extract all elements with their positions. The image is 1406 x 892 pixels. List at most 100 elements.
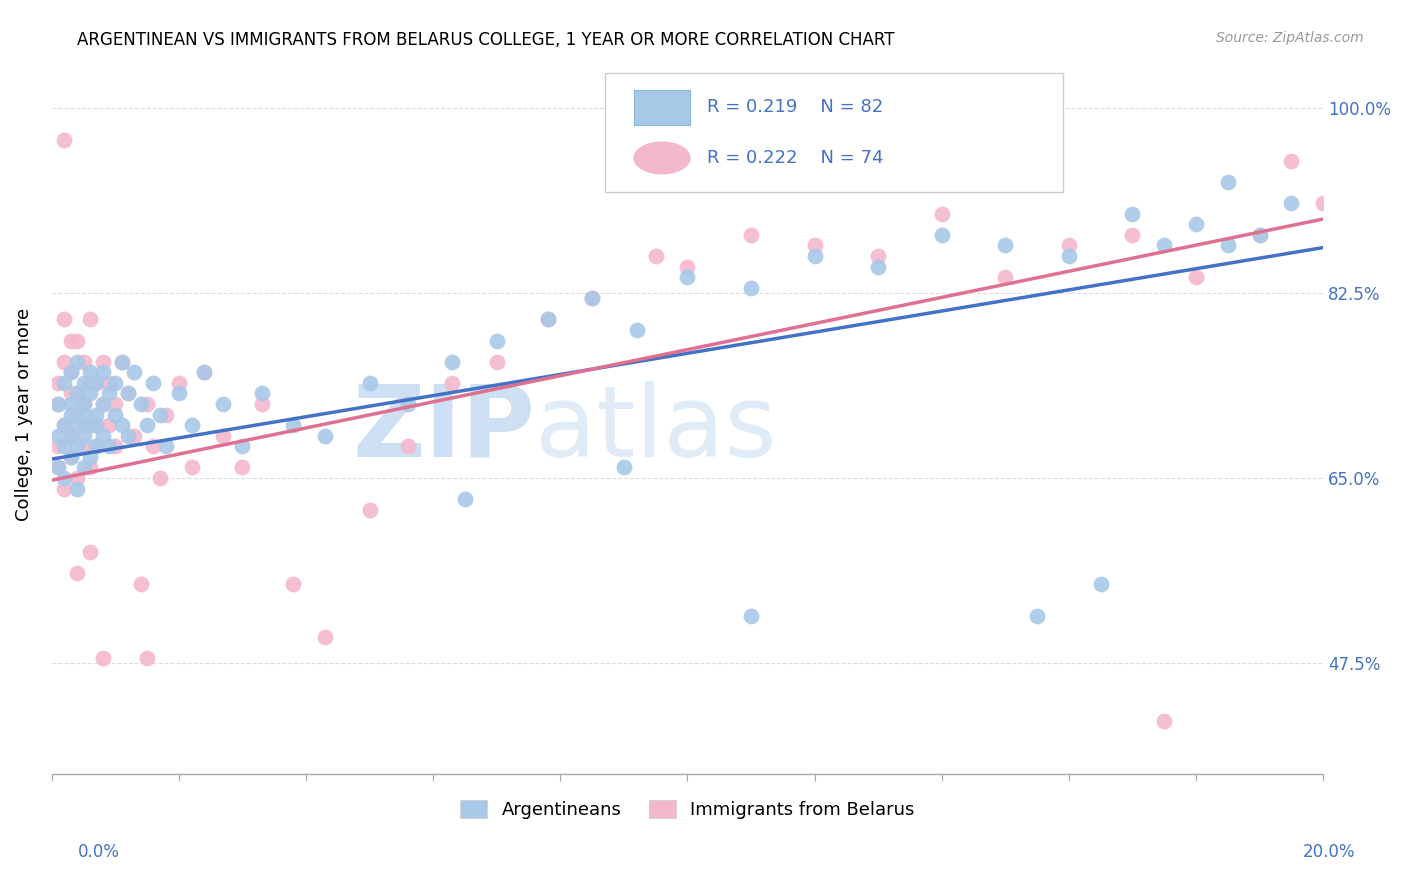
Point [485, 334, 508, 348]
Point [72, 397, 94, 411]
Point [66, 418, 89, 433]
Point [111, 418, 134, 433]
Point [1121, 207, 1143, 221]
Point [136, 397, 159, 411]
Point [72, 376, 94, 390]
Point [66, 566, 89, 581]
Point [84, 418, 107, 433]
Point [676, 270, 699, 285]
Point [231, 460, 253, 475]
Point [676, 260, 699, 274]
Point [740, 608, 762, 623]
Point [1121, 227, 1143, 242]
FancyBboxPatch shape [605, 73, 1063, 192]
Point [1279, 196, 1302, 211]
Point [167, 376, 190, 390]
Point [149, 408, 172, 422]
Point [111, 355, 134, 369]
Point [149, 471, 172, 485]
Point [1216, 175, 1239, 189]
Point [231, 439, 253, 453]
Point [283, 576, 305, 591]
Point [97, 386, 120, 401]
Point [72, 408, 94, 422]
Point [79, 450, 101, 464]
Point [117, 386, 139, 401]
Point [803, 249, 825, 263]
Point [59, 408, 82, 422]
Point [193, 365, 215, 379]
Point [97, 439, 120, 453]
Point [53, 312, 76, 326]
Circle shape [634, 142, 690, 174]
Point [46, 460, 69, 475]
Point [66, 386, 89, 401]
Point [1026, 608, 1049, 623]
Point [111, 355, 134, 369]
Point [84, 439, 107, 453]
Point [626, 323, 648, 337]
Point [193, 365, 215, 379]
Point [485, 355, 508, 369]
Point [66, 355, 89, 369]
Point [212, 429, 235, 443]
Point [59, 397, 82, 411]
Point [72, 355, 94, 369]
Legend: Argentineans, Immigrants from Belarus: Argentineans, Immigrants from Belarus [453, 792, 922, 826]
Point [53, 418, 76, 433]
Text: R = 0.219    N = 82: R = 0.219 N = 82 [707, 98, 883, 116]
Point [59, 386, 82, 401]
Point [136, 418, 159, 433]
Point [117, 386, 139, 401]
Point [72, 418, 94, 433]
Point [91, 397, 114, 411]
Text: 0.0%: 0.0% [77, 843, 120, 861]
Point [46, 376, 69, 390]
Point [1153, 238, 1175, 252]
Point [155, 408, 177, 422]
Point [994, 270, 1017, 285]
Point [536, 312, 558, 326]
Point [136, 650, 159, 665]
Point [142, 439, 165, 453]
Point [66, 334, 89, 348]
FancyBboxPatch shape [634, 90, 690, 125]
Point [66, 386, 89, 401]
Point [1312, 196, 1334, 211]
Point [79, 365, 101, 379]
Point [91, 650, 114, 665]
Point [931, 227, 953, 242]
Point [931, 207, 953, 221]
Point [79, 545, 101, 559]
Point [59, 429, 82, 443]
Point [53, 482, 76, 496]
Point [46, 397, 69, 411]
Point [59, 365, 82, 379]
Point [1090, 576, 1112, 591]
Point [66, 439, 89, 453]
Point [79, 386, 101, 401]
Point [97, 418, 120, 433]
Point [72, 439, 94, 453]
Point [1216, 238, 1239, 252]
Point [167, 386, 190, 401]
Point [644, 249, 666, 263]
Point [396, 439, 419, 453]
Point [868, 249, 890, 263]
Point [59, 450, 82, 464]
Point [314, 630, 336, 644]
Point [53, 133, 76, 147]
Point [79, 376, 101, 390]
Point [46, 460, 69, 475]
Point [72, 460, 94, 475]
Y-axis label: College, 1 year or more: College, 1 year or more [15, 308, 32, 521]
Point [72, 429, 94, 443]
Point [129, 397, 152, 411]
Point [53, 418, 76, 433]
Point [59, 365, 82, 379]
Point [314, 429, 336, 443]
Text: ARGENTINEAN VS IMMIGRANTS FROM BELARUS COLLEGE, 1 YEAR OR MORE CORRELATION CHART: ARGENTINEAN VS IMMIGRANTS FROM BELARUS C… [77, 31, 894, 49]
Point [72, 397, 94, 411]
Point [581, 291, 603, 305]
Point [180, 418, 202, 433]
